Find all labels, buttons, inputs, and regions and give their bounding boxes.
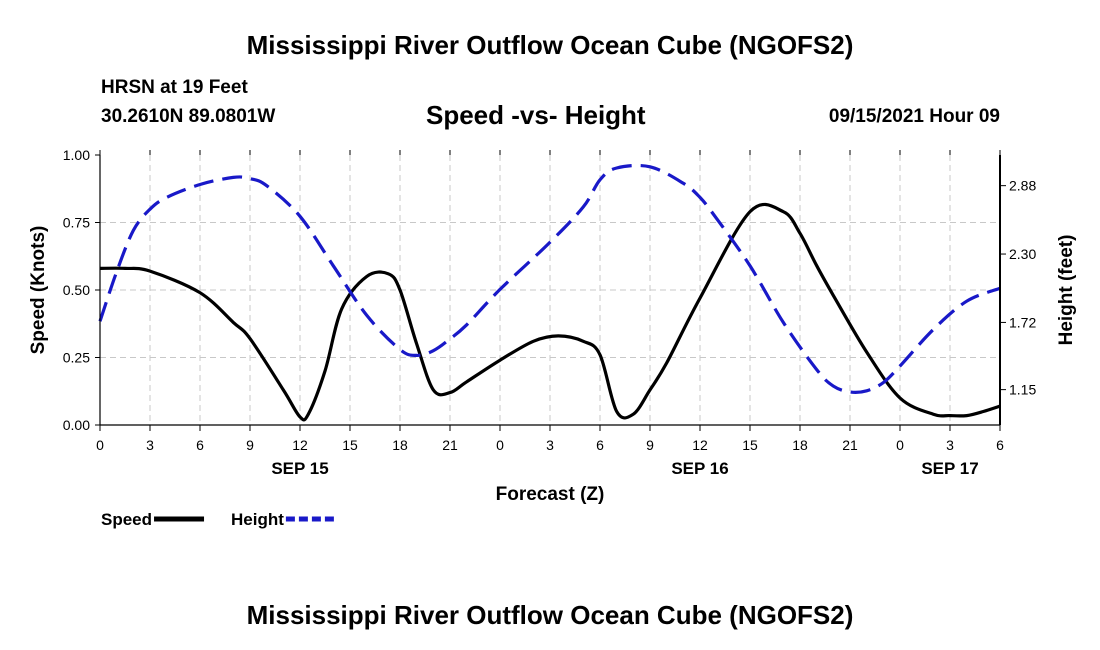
- x-tick-label: 0: [896, 437, 904, 453]
- x-tick-label: 21: [442, 437, 458, 453]
- chart-title: Speed -vs- Height: [426, 100, 646, 130]
- y2-tick-label: 2.30: [1009, 246, 1036, 262]
- x-tick-label: 6: [596, 437, 604, 453]
- y-tick-label: 0.75: [63, 215, 90, 231]
- x-tick-label: 9: [246, 437, 254, 453]
- x-tick-label: 18: [392, 437, 408, 453]
- x-tick-label: 15: [342, 437, 358, 453]
- y2-tick-label: 2.88: [1009, 178, 1036, 194]
- chart-ticks: 0 3 6 9 12 15 18 21 0 3 6 9 12 15 18 21 0 3 6 0.00 0.25 0.50 0…: [63, 147, 1037, 478]
- chart-grid: [100, 155, 1000, 425]
- y-tick-label: 0.25: [63, 350, 90, 366]
- y-tick-label: 1.00: [63, 147, 90, 163]
- station-label: HRSN at 19 Feet: [101, 77, 248, 98]
- y-axis-label: Speed (Knots): [28, 226, 49, 355]
- x-tick-label: 3: [946, 437, 954, 453]
- forecast-datetime: 09/15/2021 Hour 09: [828, 106, 1000, 127]
- x-tick-label: 3: [546, 437, 554, 453]
- legend-label: Speed: [101, 510, 152, 529]
- x-tick-label: 0: [96, 437, 104, 453]
- x-tick-label: 6: [196, 437, 204, 453]
- legend-label: Height: [231, 510, 284, 529]
- series-height-line: [98, 163, 1001, 394]
- page-title: Mississippi River Outflow Ocean Cube (NG…: [246, 30, 854, 60]
- date-label: SEP 17: [921, 459, 978, 478]
- y2-tick-label: 1.72: [1009, 314, 1036, 330]
- x-tick-label: 12: [292, 437, 308, 453]
- x-tick-label: 21: [842, 437, 858, 453]
- y2-axis-label: Height (feet): [1056, 235, 1077, 346]
- x-tick-label: 12: [692, 437, 708, 453]
- x-tick-label: 15: [742, 437, 758, 453]
- date-label: SEP 15: [271, 459, 328, 478]
- station-coordinates: 30.2610N 89.0801W: [101, 106, 276, 127]
- x-tick-label: 18: [792, 437, 808, 453]
- y-tick-label: 0.50: [63, 282, 90, 298]
- chart-series: [98, 163, 1001, 422]
- y2-tick-label: 1.15: [1009, 382, 1036, 398]
- x-tick-label: 9: [646, 437, 654, 453]
- x-tick-label: 3: [146, 437, 154, 453]
- x-tick-label: 6: [996, 437, 1004, 453]
- chart-legend: Speed Height: [101, 510, 336, 529]
- x-axis-label: Forecast (Z): [496, 484, 605, 505]
- x-tick-label: 0: [496, 437, 504, 453]
- y-tick-label: 0.00: [63, 417, 90, 433]
- series-speed-line: [99, 202, 1001, 422]
- footer-title: Mississippi River Outflow Ocean Cube (NG…: [246, 600, 854, 630]
- date-label: SEP 16: [671, 459, 728, 478]
